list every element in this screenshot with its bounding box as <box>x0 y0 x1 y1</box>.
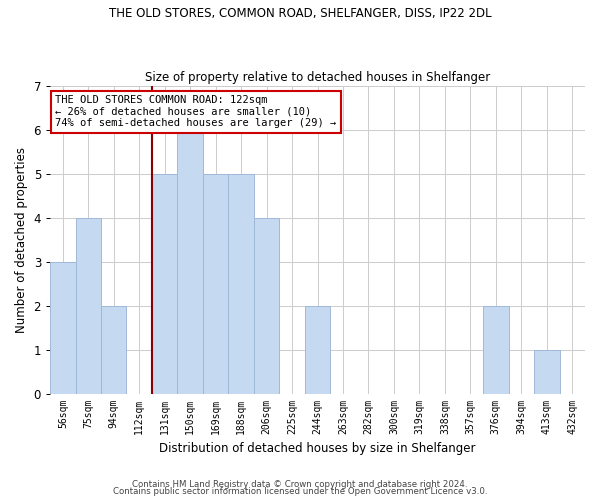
Bar <box>203 174 229 394</box>
Title: Size of property relative to detached houses in Shelfanger: Size of property relative to detached ho… <box>145 70 490 84</box>
Bar <box>534 350 560 394</box>
Text: Contains public sector information licensed under the Open Government Licence v3: Contains public sector information licen… <box>113 487 487 496</box>
X-axis label: Distribution of detached houses by size in Shelfanger: Distribution of detached houses by size … <box>159 442 476 455</box>
Bar <box>152 174 178 394</box>
Text: THE OLD STORES, COMMON ROAD, SHELFANGER, DISS, IP22 2DL: THE OLD STORES, COMMON ROAD, SHELFANGER,… <box>109 8 491 20</box>
Bar <box>229 174 254 394</box>
Bar <box>483 306 509 394</box>
Text: Contains HM Land Registry data © Crown copyright and database right 2024.: Contains HM Land Registry data © Crown c… <box>132 480 468 489</box>
Bar <box>50 262 76 394</box>
Text: THE OLD STORES COMMON ROAD: 122sqm
← 26% of detached houses are smaller (10)
74%: THE OLD STORES COMMON ROAD: 122sqm ← 26%… <box>55 96 337 128</box>
Bar <box>254 218 280 394</box>
Bar <box>178 130 203 394</box>
Bar <box>76 218 101 394</box>
Y-axis label: Number of detached properties: Number of detached properties <box>15 147 28 333</box>
Bar <box>305 306 330 394</box>
Bar <box>101 306 127 394</box>
